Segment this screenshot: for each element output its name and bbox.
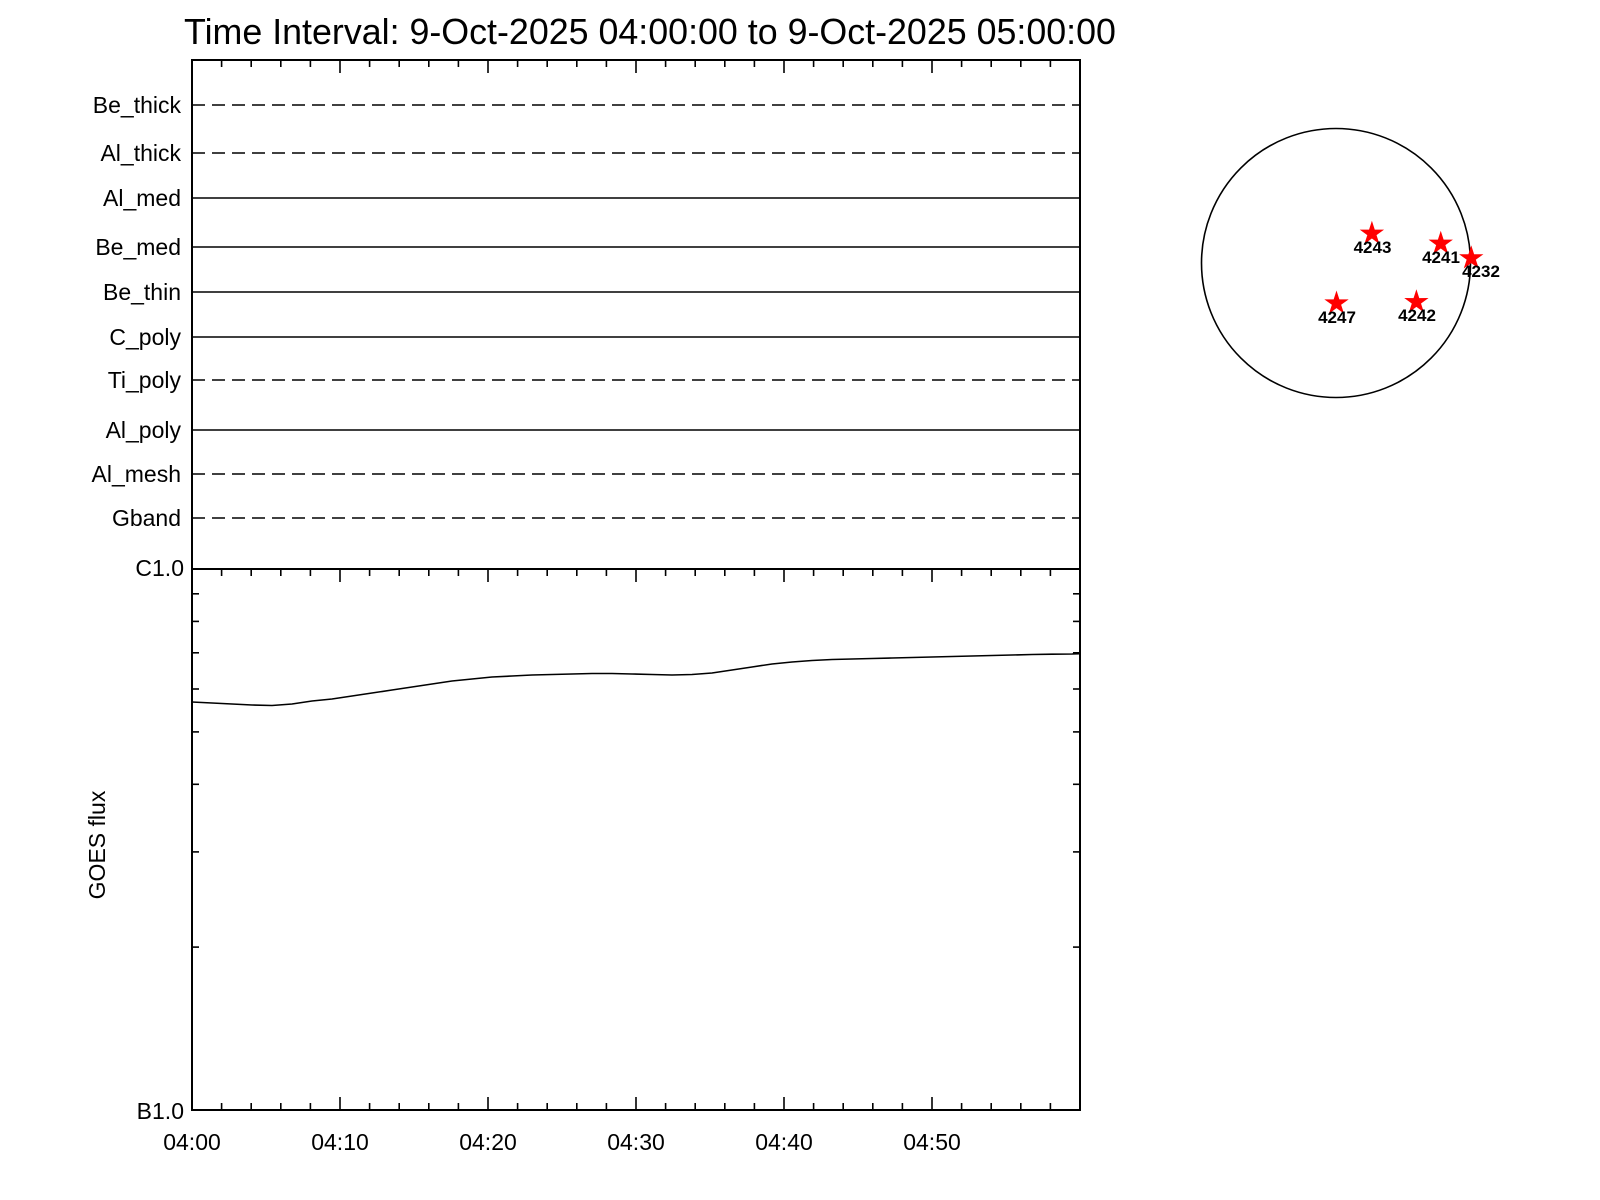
svg-text:4242: 4242 [1398, 306, 1436, 325]
svg-text:04:50: 04:50 [903, 1129, 961, 1155]
svg-text:Be_med: Be_med [95, 234, 181, 260]
svg-text:C1.0: C1.0 [135, 555, 184, 581]
svg-text:4232: 4232 [1462, 262, 1500, 281]
svg-text:04:10: 04:10 [311, 1129, 369, 1155]
svg-text:4241: 4241 [1422, 248, 1460, 267]
svg-text:04:20: 04:20 [459, 1129, 517, 1155]
svg-text:4247: 4247 [1318, 308, 1356, 327]
svg-text:Ti_poly: Ti_poly [108, 367, 182, 393]
svg-text:04:00: 04:00 [163, 1129, 221, 1155]
svg-text:4243: 4243 [1354, 238, 1392, 257]
svg-text:Al_med: Al_med [103, 185, 181, 211]
svg-text:Gband: Gband [112, 505, 181, 531]
svg-text:Al_thick: Al_thick [100, 140, 181, 166]
svg-text:04:30: 04:30 [607, 1129, 665, 1155]
svg-text:Be_thick: Be_thick [93, 92, 182, 118]
svg-text:GOES flux: GOES flux [84, 790, 110, 899]
svg-text:04:40: 04:40 [755, 1129, 813, 1155]
svg-text:B1.0: B1.0 [137, 1098, 184, 1124]
svg-text:Al_mesh: Al_mesh [92, 461, 181, 487]
svg-text:Be_thin: Be_thin [103, 279, 181, 305]
svg-text:Time Interval: 9-Oct-2025 04:: Time Interval: 9-Oct-2025 04:00:00 to 9-… [184, 12, 1116, 52]
svg-text:Al_poly: Al_poly [106, 417, 182, 443]
svg-text:C_poly: C_poly [109, 324, 181, 350]
